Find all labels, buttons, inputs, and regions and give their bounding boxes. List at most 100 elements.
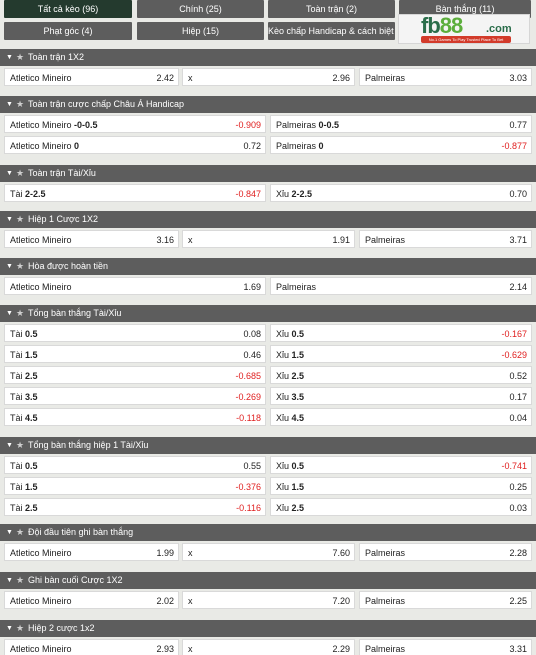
caret-down-icon[interactable]: ▼	[6, 625, 13, 632]
caret-down-icon[interactable]: ▼	[6, 263, 13, 270]
odds-cell[interactable]: Atletico Mineiro 1.99	[4, 543, 179, 561]
odds-cell[interactable]: Atletico Mineiro 3.16	[4, 230, 179, 248]
odds-cell[interactable]: Palmeiras 0-0.5 0.77	[270, 115, 532, 133]
star-icon[interactable]: ★	[16, 168, 25, 178]
odds-value: 0.77	[509, 120, 527, 130]
star-icon[interactable]: ★	[16, 214, 25, 224]
star-icon[interactable]: ★	[16, 52, 25, 62]
market-header[interactable]: ▼ ★ Đội đầu tiên ghi bàn thắng	[0, 524, 536, 541]
caret-down-icon[interactable]: ▼	[6, 216, 13, 223]
odds-cell[interactable]: Atletico Mineiro 2.93	[4, 639, 179, 655]
odds-cell[interactable]: Xỉu 0.5 -0.167	[270, 324, 532, 342]
odds-cell[interactable]: Tài 1.5 0.46	[4, 345, 266, 363]
market-header[interactable]: ▼ ★ Hiệp 2 cược 1x2	[0, 620, 536, 637]
market-header[interactable]: ▼ ★ Toàn trận Tài/Xỉu	[0, 165, 536, 182]
odds-cell[interactable]: Tài 0.5 0.08	[4, 324, 266, 342]
odds-cell[interactable]: Xỉu 1.5 0.25	[270, 477, 532, 495]
tab-main[interactable]: Chính (25)	[137, 0, 264, 18]
tab-handicap[interactable]: Kèo chấp Handicap & cách biệt (2)	[268, 22, 395, 40]
odds-cell[interactable]: Tài 2.5 -0.685	[4, 366, 266, 384]
caret-down-icon[interactable]: ▼	[6, 442, 13, 449]
caret-down-icon[interactable]: ▼	[6, 577, 13, 584]
selection-label: x	[188, 548, 193, 558]
selection-label: Xỉu 4.5	[276, 413, 305, 423]
odds-value: 2.02	[156, 596, 174, 606]
selection-label: Tài 1.5	[10, 350, 38, 360]
market-header[interactable]: ▼ ★ Toàn trận 1X2	[0, 49, 536, 66]
star-icon[interactable]: ★	[16, 261, 25, 271]
odds-value: -0.118	[236, 413, 261, 423]
caret-down-icon[interactable]: ▼	[6, 54, 13, 61]
odds-cell[interactable]: Palmeiras 2.28	[359, 543, 532, 561]
tab-halves[interactable]: Hiệp (15)	[137, 22, 264, 40]
odds-value: 0.17	[509, 392, 527, 402]
odds-cell[interactable]: Palmeiras 3.31	[359, 639, 532, 655]
odds-cell[interactable]: Tài 4.5 -0.118	[4, 408, 266, 426]
odds-cell[interactable]: x 7.20	[182, 591, 355, 609]
tab-all[interactable]: Tất cả kèo (96)	[4, 0, 132, 18]
star-icon[interactable]: ★	[16, 527, 25, 537]
odds-cell[interactable]: x 7.60	[182, 543, 355, 561]
odds-cell[interactable]: Atletico Mineiro 2.42	[4, 68, 179, 86]
handicap-value: 2-2.5	[291, 189, 313, 199]
odds-cell[interactable]: Atletico Mineiro 1.69	[4, 277, 266, 295]
odds-cell[interactable]: Xỉu 0.5 -0.741	[270, 456, 532, 474]
market-title: Toàn trận Tài/Xỉu	[28, 168, 96, 178]
tab-full-match[interactable]: Toàn trận (2)	[268, 0, 395, 18]
odds-cell[interactable]: Palmeiras 3.03	[359, 68, 532, 86]
odds-cell[interactable]: Palmeiras 2.25	[359, 591, 532, 609]
selection-label: Palmeiras	[365, 235, 406, 245]
market-header[interactable]: ▼ ★ Tổng bàn thắng Tài/Xỉu	[0, 305, 536, 322]
tab-goals[interactable]: Bàn thắng (11)	[399, 0, 531, 18]
odds-value: 3.71	[509, 235, 527, 245]
odds-cell[interactable]: Tài 0.5 0.55	[4, 456, 266, 474]
odds-cell[interactable]: Palmeiras 0 -0.877	[270, 136, 532, 154]
market-header[interactable]: ▼ ★ Hiệp 1 Cược 1X2	[0, 211, 536, 228]
caret-down-icon[interactable]: ▼	[6, 310, 13, 317]
handicap-value: 1.5	[291, 482, 305, 492]
odds-cell[interactable]: Xỉu 4.5 0.04	[270, 408, 532, 426]
odds-cell[interactable]: Xỉu 2.5 0.03	[270, 498, 532, 516]
handicap-value: 2.5	[25, 371, 38, 381]
caret-down-icon[interactable]: ▼	[6, 529, 13, 536]
star-icon[interactable]: ★	[16, 308, 25, 318]
odds-value: 0.72	[243, 141, 261, 151]
handicap-value: 3.5	[291, 392, 305, 402]
odds-value: -0.629	[501, 350, 527, 360]
caret-down-icon[interactable]: ▼	[6, 101, 13, 108]
odds-cell[interactable]: Xỉu 2.5 0.52	[270, 366, 532, 384]
odds-cell[interactable]: Tài 2.5 -0.116	[4, 498, 266, 516]
odds-cell[interactable]: Atletico Mineiro 2.02	[4, 591, 179, 609]
odds-value: 0.55	[243, 461, 261, 471]
selection-label: Tài 2-2.5	[10, 189, 46, 199]
odds-value: 2.25	[509, 596, 527, 606]
odds-cell[interactable]: Palmeiras 3.71	[359, 230, 532, 248]
star-icon[interactable]: ★	[16, 575, 25, 585]
selection-label: Palmeiras	[365, 548, 406, 558]
star-icon[interactable]: ★	[16, 440, 25, 450]
logo-wordmark: fb88	[421, 13, 463, 38]
odds-cell[interactable]: x 2.29	[182, 639, 355, 655]
selection-label: Palmeiras	[276, 282, 317, 292]
market-header[interactable]: ▼ ★ Tổng bàn thắng hiệp 1 Tài/Xỉu	[0, 437, 536, 454]
odds-value: -0.909	[235, 120, 261, 130]
odds-value: -0.269	[235, 392, 261, 402]
star-icon[interactable]: ★	[16, 99, 25, 109]
odds-cell[interactable]: x 2.96	[182, 68, 355, 86]
market-header[interactable]: ▼ ★ Hòa được hoàn tiền	[0, 258, 536, 275]
odds-cell[interactable]: Atletico Mineiro -0-0.5 -0.909	[4, 115, 266, 133]
market-header[interactable]: ▼ ★ Ghi bàn cuối Cược 1X2	[0, 572, 536, 589]
odds-cell[interactable]: Xỉu 3.5 0.17	[270, 387, 532, 405]
market-header[interactable]: ▼ ★ Toàn trận cược chấp Châu Á Handicap	[0, 96, 536, 113]
odds-cell[interactable]: Xỉu 1.5 -0.629	[270, 345, 532, 363]
caret-down-icon[interactable]: ▼	[6, 170, 13, 177]
odds-cell[interactable]: x 1.91	[182, 230, 355, 248]
odds-cell[interactable]: Tài 2-2.5 -0.847	[4, 184, 266, 202]
odds-cell[interactable]: Tài 1.5 -0.376	[4, 477, 266, 495]
odds-cell[interactable]: Xỉu 2-2.5 0.70	[270, 184, 532, 202]
star-icon[interactable]: ★	[16, 623, 25, 633]
odds-cell[interactable]: Tài 3.5 -0.269	[4, 387, 266, 405]
tab-corners[interactable]: Phạt góc (4)	[4, 22, 132, 40]
odds-cell[interactable]: Atletico Mineiro 0 0.72	[4, 136, 266, 154]
odds-cell[interactable]: Palmeiras 2.14	[270, 277, 532, 295]
